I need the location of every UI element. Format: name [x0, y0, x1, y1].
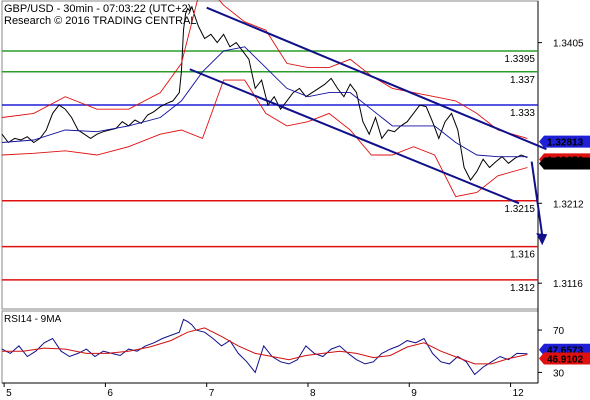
price-tick-label: 1.3116 [553, 279, 583, 290]
axis-ticks: 1.3405 1.3212 1.3116 70 30 5 6 7 8 9 12 [3, 39, 584, 399]
price-series [1, 0, 528, 198]
rsi-badge-label-blue: 47.6573 [547, 346, 584, 357]
chart-title: GBP/USD - 30min - 07:03:22 (UTC+2) [4, 3, 191, 15]
level-label-pivot: 1.333 [510, 108, 535, 119]
level-label-resistance: 1.337 [510, 75, 535, 86]
rsi-badge-red [539, 352, 590, 365]
price-badge-label-black: 1.3267 [547, 159, 578, 170]
rsi-series [1, 318, 528, 376]
channel-lower-line [189, 68, 520, 205]
rsi-panel-frame [1, 310, 539, 384]
series-rsi [1, 318, 528, 376]
chart-copyright: Research © 2016 TRADING CENTRAL [4, 15, 197, 27]
series-price [1, 5, 528, 181]
time-tick-label: 7 [209, 388, 215, 399]
series-rsi_ma [2, 327, 528, 365]
series-moving_average [1, 46, 528, 158]
forecast-arrow-line [530, 161, 544, 236]
level-label-support: 1.3215 [504, 204, 535, 215]
rsi-badge-label-red: 46.9102 [547, 355, 584, 366]
rsi-title: RSI14 - 9MA [4, 314, 62, 325]
level-label-support: 1.312 [510, 283, 535, 294]
price-tick-label: 1.3212 [553, 199, 584, 210]
price-badge-blue [539, 135, 590, 148]
level-lines: 1.3395 1.337 1.333 1.3215 1.316 1.312 [2, 50, 538, 294]
price-panel-frame [1, 0, 539, 310]
level-label-resistance: 1.3395 [504, 54, 535, 65]
forecast-arrow-head [536, 233, 548, 246]
channel-lines [189, 6, 548, 246]
time-tick-label: 12 [513, 388, 525, 399]
time-tick-label: 6 [107, 388, 113, 399]
rsi-tick-label: 30 [553, 368, 565, 379]
price-badge-black [539, 157, 590, 170]
time-tick-label: 8 [310, 388, 316, 399]
time-tick-label: 9 [411, 388, 417, 399]
channel-upper-line [206, 6, 547, 151]
time-tick-label: 5 [6, 388, 12, 399]
price-badge-label-blue: 1.32813 [547, 138, 584, 149]
series-bollinger_lower [1, 79, 528, 198]
rsi-tick-label: 70 [553, 326, 565, 337]
level-label-support: 1.316 [510, 250, 535, 261]
series-bollinger_upper [1, 0, 528, 139]
price-tick-label: 1.3405 [553, 39, 584, 50]
